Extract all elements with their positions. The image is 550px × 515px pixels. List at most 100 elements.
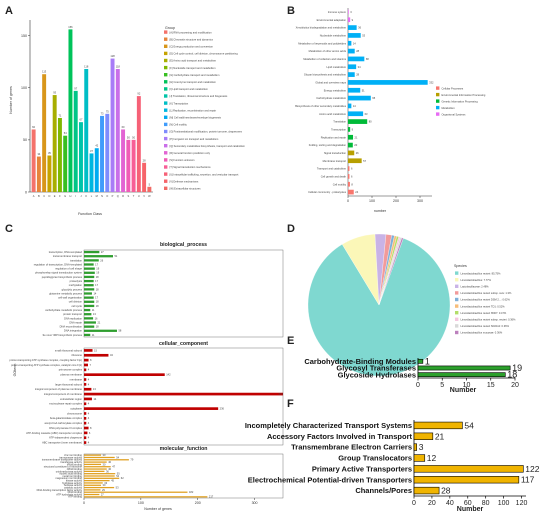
panel-a-ylabel: Number of genes [9, 86, 13, 114]
c-bar-label: 11 [92, 308, 95, 312]
b-ytick-label: Environmental adaptation [317, 18, 347, 22]
c-bar-label: 18 [96, 275, 99, 279]
c-ytick-label: DNA binding [68, 490, 83, 494]
d-legend-item: Limosilactobacillus reuteri I5007: 0.47% [461, 311, 507, 315]
b-bar [348, 174, 350, 179]
panel-a-label: A [5, 5, 13, 17]
c-bar [84, 368, 87, 372]
b-ytick-label: Lipid metabolism [327, 65, 346, 69]
a-bar-label: 92 [137, 92, 140, 96]
a-xtick-label: F [59, 194, 61, 198]
c-ytick-label: hydrolase activity [62, 481, 83, 485]
a-legend-item: [C] Energy production and conversion [170, 45, 214, 49]
a-bar-label: 73 [101, 111, 104, 115]
c-bar-label: 236 [220, 407, 225, 411]
b-bar-label: 332 [429, 80, 434, 84]
a-bar [121, 129, 126, 192]
a-bar [147, 186, 152, 192]
a-legend-swatch [164, 186, 168, 190]
c-ytick-label: ribosome [71, 353, 82, 357]
b-bar-label: 80 [369, 120, 372, 124]
a-ytick-label: 100 [21, 86, 27, 90]
a-legend-item: [R] General function prediction only [170, 151, 211, 155]
c-ytick-label: methylation [69, 283, 83, 287]
c-bar-label: 18 [96, 304, 99, 308]
f-xtick-label: 60 [464, 500, 472, 507]
b-bar [348, 158, 362, 164]
c-ytick-label: integral component of plasma membrane [35, 387, 83, 391]
c-ytick-label: ATP binding [68, 495, 82, 499]
a-legend-item: [U] Intracellular trafficking, secretion… [170, 172, 239, 176]
c-bar [84, 470, 105, 473]
c-bar [84, 461, 107, 463]
c-bar [84, 300, 95, 303]
a-bar-label: 34 [37, 152, 40, 156]
b-bar [348, 72, 355, 77]
c-ytick-label: cell wall organization [58, 296, 82, 300]
e-ytick-label: Carbohydrate-Binding Modules [304, 357, 416, 366]
a-bar-label: 37 [90, 149, 93, 153]
panel-d-label: D [287, 223, 295, 235]
a-bar [142, 162, 147, 192]
d-legend-swatch [455, 284, 459, 288]
a-legend-item: [I] Lipid transport and metabolism [170, 87, 208, 91]
c-bar [84, 284, 94, 287]
a-legend-swatch [164, 30, 168, 34]
b-xtick-label: 100 [369, 199, 375, 203]
e-bar [417, 365, 511, 371]
c-ytick-label: regulation of cell shape [55, 267, 82, 271]
b-ytick-label: Xenobiotics biodegradation and metabolis… [296, 26, 346, 30]
b-ytick-label: Global and overview maps [315, 80, 346, 84]
c-bar [84, 463, 102, 466]
a-xtick-label: H [70, 194, 72, 198]
d-legend-swatch [455, 317, 459, 321]
c-bar-label: 373 [279, 392, 284, 396]
a-legend-item: [E] Amino acid transport and metabolism [170, 59, 217, 63]
c-bar-label: 58 [118, 329, 121, 333]
c-bar-label: 29 [102, 488, 105, 492]
panel-e-label: E [287, 335, 294, 347]
panel-c: C GOterm Number of genes biological_proc… [5, 223, 283, 511]
a-bar [131, 139, 136, 192]
c-bar-label: 182 [189, 490, 194, 494]
c-ytick-label: chromosome [67, 411, 83, 415]
c-panel-frame [83, 347, 284, 446]
a-legend-swatch [164, 87, 168, 91]
c-bar-label: 4 [88, 402, 90, 406]
c-ytick-label: acetyl-CoA carboxylase complex [45, 421, 83, 425]
c-ytick-label: transposase activity [59, 455, 82, 459]
a-xtick-label: N [101, 194, 103, 198]
b-bar [348, 134, 354, 140]
e-ytick-label: Glycoside Hydrolases [338, 370, 416, 379]
a-bar-label: 67 [80, 118, 83, 122]
f-bar [413, 486, 440, 495]
a-bar-label: 156 [68, 25, 73, 29]
b-bar-label: 9 [352, 127, 354, 131]
c-ytick-label: transmembrane transport [53, 254, 82, 258]
a-bar [136, 96, 141, 192]
a-bar [68, 29, 73, 192]
b-legend-swatch [436, 99, 440, 103]
c-bar [84, 275, 95, 279]
b-bar-label: 34 [358, 65, 361, 69]
panel-a-xlabel: Function Class [78, 212, 102, 216]
c-ytick-label: oxidoreductase activity [56, 469, 83, 473]
b-bar [348, 64, 357, 70]
c-bar [84, 454, 102, 456]
a-xtick-label: L [91, 194, 93, 198]
b-legend-item: Genetic Information Processing [442, 99, 479, 103]
a-legend-item: [T] Signal transduction mechanisms [170, 165, 212, 169]
b-ytick-label: Metabolism of cofactors and vitamins [303, 57, 346, 61]
a-bar-label: 118 [116, 64, 121, 68]
f-xtick-label: 120 [516, 500, 528, 507]
a-legend-swatch [164, 179, 168, 183]
c-ytick-label: translation [70, 258, 83, 262]
a-bar-label: 50 [132, 135, 135, 139]
c-ytick-label: small ribosomal subunit [55, 348, 82, 352]
a-legend-item: [M] Cell wall/membrane/envelope biogenes… [170, 116, 222, 120]
d-legend-swatch [455, 311, 459, 315]
a-legend-swatch [164, 58, 168, 63]
c-ytick-label: DNA polymerase III complex [49, 426, 82, 430]
panel-f: F Number 0 20 40 60 80 100 120 54 Incompletely C… [245, 398, 540, 513]
f-bar-label: 3 [419, 442, 424, 452]
